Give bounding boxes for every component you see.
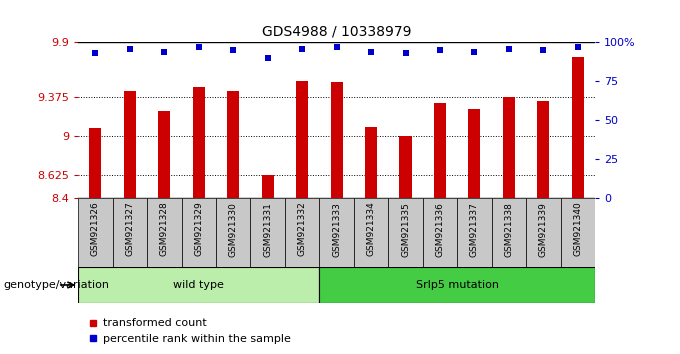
Text: GSM921339: GSM921339 [539, 202, 548, 257]
Bar [320, 198, 354, 267]
Bar [216, 198, 250, 267]
Bar [560, 198, 595, 267]
Point [228, 47, 239, 53]
Bar [354, 198, 388, 267]
Text: GSM921326: GSM921326 [91, 202, 100, 256]
Legend: transformed count, percentile rank within the sample: transformed count, percentile rank withi… [84, 314, 295, 348]
Title: GDS4988 / 10338979: GDS4988 / 10338979 [262, 24, 411, 39]
Bar [388, 198, 423, 267]
Text: GSM921329: GSM921329 [194, 202, 203, 256]
Bar [262, 175, 274, 198]
Bar [147, 198, 182, 267]
Point [469, 49, 480, 55]
Point [159, 49, 170, 55]
Bar [503, 97, 515, 198]
Bar [124, 91, 136, 198]
Bar [423, 198, 457, 267]
Bar [182, 198, 216, 267]
Text: wild type: wild type [173, 280, 224, 290]
Text: GSM921327: GSM921327 [125, 202, 135, 256]
Bar [296, 81, 308, 198]
Bar [192, 87, 205, 198]
Bar [572, 57, 584, 198]
Bar [457, 198, 492, 267]
Point [400, 51, 411, 56]
Text: GSM921330: GSM921330 [228, 202, 238, 257]
Point [331, 44, 342, 50]
Point [503, 46, 514, 52]
Bar [158, 111, 171, 198]
Text: GSM921336: GSM921336 [435, 202, 445, 257]
Point [366, 49, 377, 55]
Text: GSM921332: GSM921332 [298, 202, 307, 256]
Bar [434, 103, 446, 198]
Bar [89, 128, 101, 198]
Point [90, 51, 101, 56]
Point [262, 55, 273, 61]
Bar [113, 198, 147, 267]
Text: Srlp5 mutation: Srlp5 mutation [415, 280, 498, 290]
Text: GSM921337: GSM921337 [470, 202, 479, 257]
Point [435, 47, 445, 53]
Bar [492, 198, 526, 267]
Bar [330, 82, 343, 198]
Bar [365, 127, 377, 198]
Text: GSM921328: GSM921328 [160, 202, 169, 256]
Point [573, 44, 583, 50]
Text: genotype/variation: genotype/variation [3, 280, 109, 290]
Text: GSM921335: GSM921335 [401, 202, 410, 257]
Bar [250, 198, 285, 267]
Bar [469, 109, 481, 198]
Bar [399, 136, 411, 198]
Bar [227, 91, 239, 198]
Bar [78, 267, 320, 303]
Text: GSM921334: GSM921334 [367, 202, 375, 256]
Text: GSM921340: GSM921340 [573, 202, 582, 256]
Text: GSM921331: GSM921331 [263, 202, 272, 257]
Point [193, 44, 204, 50]
Point [296, 46, 307, 52]
Bar [78, 198, 113, 267]
Point [538, 47, 549, 53]
Bar [285, 198, 320, 267]
Bar [526, 198, 560, 267]
Point [124, 46, 135, 52]
Bar [537, 101, 549, 198]
Text: GSM921338: GSM921338 [505, 202, 513, 257]
Text: GSM921333: GSM921333 [332, 202, 341, 257]
Bar [320, 267, 595, 303]
